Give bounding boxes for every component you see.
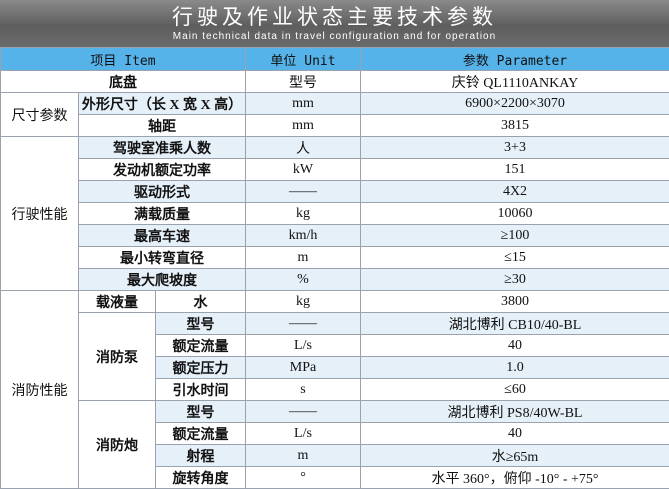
- row: 旋转角度 ° 水平 360°，俯仰 -10° - +75°: [1, 466, 669, 489]
- item: 水: [155, 290, 246, 313]
- item: 外形尺寸（长 X 宽 X 高）: [78, 92, 246, 115]
- column-header: 参数 Parameter: [360, 47, 669, 71]
- item: 引水时间: [155, 378, 246, 401]
- row: 额定流量 L/s 40: [1, 422, 669, 445]
- unit: L/s: [245, 334, 361, 357]
- row: 发动机额定功率 kW 151: [1, 158, 669, 181]
- subgroup: 消防泵: [78, 312, 156, 401]
- item: 额定压力: [155, 356, 246, 379]
- unit: mm: [245, 92, 361, 115]
- unit: 型号: [245, 70, 361, 93]
- row: 行驶性能 驾驶室准乘人数 人 3+3: [0, 136, 669, 291]
- column-header: 单位 Unit: [245, 47, 361, 71]
- row: 最大爬坡度 % ≥30: [1, 268, 669, 291]
- row: 消防炮 型号 —— 湖北博利 PS8/40W-BL: [1, 400, 669, 489]
- value: ≥30: [360, 268, 669, 291]
- unit: ——: [245, 180, 361, 203]
- item: 额定流量: [155, 334, 246, 357]
- value: 3+3: [360, 136, 669, 159]
- subgroup: 载液量: [78, 290, 156, 313]
- item: 驾驶室准乘人数: [78, 136, 246, 159]
- group: 行驶性能: [0, 136, 79, 291]
- value: 水≥65m: [360, 444, 669, 467]
- value: 4X2: [360, 180, 669, 203]
- unit: ——: [245, 400, 361, 423]
- value: ≥100: [360, 224, 669, 247]
- value: 3800: [360, 290, 669, 313]
- row: 尺寸参数 外形尺寸（长 X 宽 X 高） mm 6900×2200×3070: [0, 92, 669, 137]
- unit: °: [245, 466, 361, 489]
- item: 型号: [155, 312, 246, 335]
- item: 旋转角度: [155, 466, 246, 489]
- value: 3815: [360, 114, 669, 137]
- row: 消防性能 载液量 水 kg 3800: [0, 290, 669, 489]
- value: ≤15: [360, 246, 669, 269]
- item: 最大爬坡度: [78, 268, 246, 291]
- value: 湖北博利 PS8/40W-BL: [360, 400, 669, 423]
- unit: ——: [245, 312, 361, 335]
- row: 底盘 型号 庆铃 QL1110ANKAY: [0, 70, 669, 93]
- item: 最高车速: [78, 224, 246, 247]
- item: 底盘: [0, 70, 246, 93]
- title: 行驶及作业状态主要技术参数: [172, 5, 497, 29]
- row: 最小转弯直径 m ≤15: [1, 246, 669, 269]
- value: 40: [360, 334, 669, 357]
- row: 射程 m 水≥65m: [1, 444, 669, 467]
- value: 庆铃 QL1110ANKAY: [360, 70, 669, 93]
- header-row: 项目 Item 单位 Unit 参数 Parameter: [0, 47, 669, 71]
- value: 40: [360, 422, 669, 445]
- spec-table: 项目 Item 单位 Unit 参数 Parameter 底盘 型号 庆铃 QL…: [0, 47, 669, 489]
- unit: kg: [245, 202, 361, 225]
- item: 驱动形式: [78, 180, 246, 203]
- unit: kg: [245, 290, 361, 313]
- row: 轴距 mm 3815: [1, 114, 669, 137]
- value: ≤60: [360, 378, 669, 401]
- unit: %: [245, 268, 361, 291]
- value: 湖北博利 CB10/40-BL: [360, 312, 669, 335]
- item: 满载质量: [78, 202, 246, 225]
- row: 最高车速 km/h ≥100: [1, 224, 669, 247]
- item: 轴距: [78, 114, 246, 137]
- column-header: 项目 Item: [0, 47, 246, 71]
- item: 型号: [155, 400, 246, 423]
- item: 最小转弯直径: [78, 246, 246, 269]
- unit: s: [245, 378, 361, 401]
- unit: kW: [245, 158, 361, 181]
- subgroup: 消防炮: [78, 400, 156, 489]
- row: 满载质量 kg 10060: [1, 202, 669, 225]
- row: 驱动形式 —— 4X2: [1, 180, 669, 203]
- group: 消防性能: [0, 290, 79, 489]
- banner: 行驶及作业状态主要技术参数 Main technical data in tra…: [0, 0, 669, 47]
- unit: L/s: [245, 422, 361, 445]
- value: 水平 360°，俯仰 -10° - +75°: [360, 466, 669, 489]
- unit: m: [245, 444, 361, 467]
- unit: 人: [245, 136, 361, 159]
- item: 射程: [155, 444, 246, 467]
- unit: m: [245, 246, 361, 269]
- item: 额定流量: [155, 422, 246, 445]
- value: 6900×2200×3070: [360, 92, 669, 115]
- subtitle: Main technical data in travel configurat…: [172, 31, 497, 42]
- value: 1.0: [360, 356, 669, 379]
- unit: km/h: [245, 224, 361, 247]
- item: 发动机额定功率: [78, 158, 246, 181]
- row: 引水时间 s ≤60: [1, 378, 669, 401]
- unit: MPa: [245, 356, 361, 379]
- row: 消防泵 型号 —— 湖北博利 CB10/40-BL: [1, 312, 669, 401]
- group: 尺寸参数: [0, 92, 79, 137]
- value: 151: [360, 158, 669, 181]
- unit: mm: [245, 114, 361, 137]
- value: 10060: [360, 202, 669, 225]
